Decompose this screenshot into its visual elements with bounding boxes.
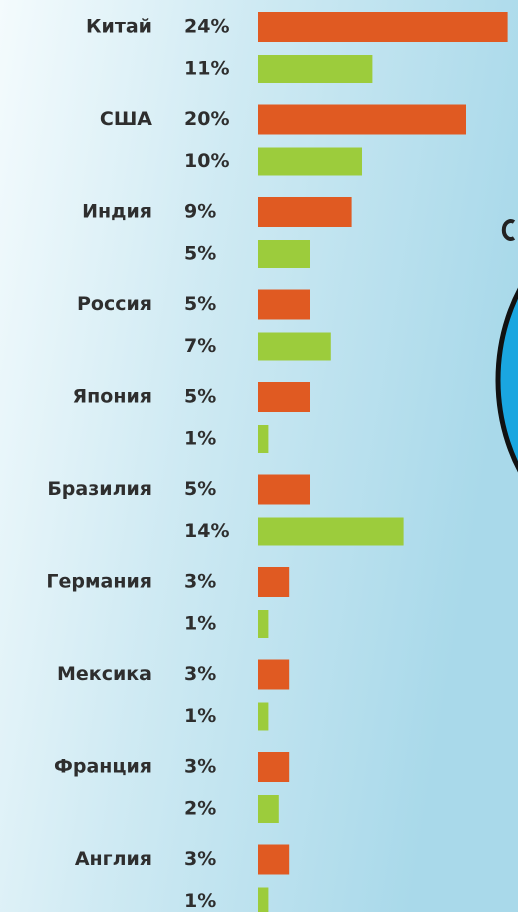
bar	[258, 567, 290, 597]
category-label: США	[100, 108, 152, 130]
bar	[258, 197, 352, 227]
bar	[258, 887, 269, 912]
bar	[258, 844, 290, 875]
bar	[258, 659, 290, 690]
category-label: Россия	[77, 293, 152, 315]
category-label: Япония	[73, 386, 152, 408]
bar	[258, 289, 310, 320]
bar	[258, 795, 279, 823]
value-label: 3%	[184, 848, 216, 870]
bar	[258, 610, 269, 638]
value-label: 20%	[184, 108, 229, 130]
value-label: 11%	[184, 58, 229, 80]
bar	[258, 147, 362, 176]
value-label: 10%	[184, 150, 229, 172]
value-label: 5%	[184, 293, 216, 315]
category-label: Франция	[54, 756, 152, 778]
category-label: Китай	[86, 16, 152, 38]
bar	[258, 12, 508, 42]
value-label: 9%	[184, 201, 216, 223]
value-label: 1%	[184, 705, 216, 727]
value-label: 7%	[184, 335, 216, 357]
value-label: 3%	[184, 571, 216, 593]
category-label: Бразилия	[47, 478, 152, 500]
value-label: 1%	[184, 890, 216, 912]
category-label: Англия	[75, 848, 152, 870]
value-label: 5%	[184, 478, 216, 500]
bar	[258, 382, 310, 412]
bar	[258, 517, 404, 546]
value-label: 3%	[184, 663, 216, 685]
bar	[258, 240, 310, 268]
category-label: Мексика	[57, 663, 152, 685]
category-label: Индия	[82, 201, 152, 223]
value-label: 5%	[184, 386, 216, 408]
bar	[258, 425, 269, 453]
bar	[258, 332, 331, 361]
bar	[258, 104, 466, 135]
bar	[258, 474, 310, 505]
bar	[258, 702, 269, 731]
category-label: Германия	[46, 571, 152, 593]
value-label: 5%	[184, 243, 216, 265]
bar	[258, 55, 373, 83]
bar	[258, 752, 290, 782]
value-label: 24%	[184, 16, 229, 38]
value-label: 14%	[184, 520, 229, 542]
value-label: 1%	[184, 613, 216, 635]
globe-decoration	[495, 287, 518, 473]
decoration-letter	[501, 219, 516, 241]
value-label: 2%	[184, 798, 216, 820]
value-label: 1%	[184, 428, 216, 450]
value-label: 3%	[184, 756, 216, 778]
